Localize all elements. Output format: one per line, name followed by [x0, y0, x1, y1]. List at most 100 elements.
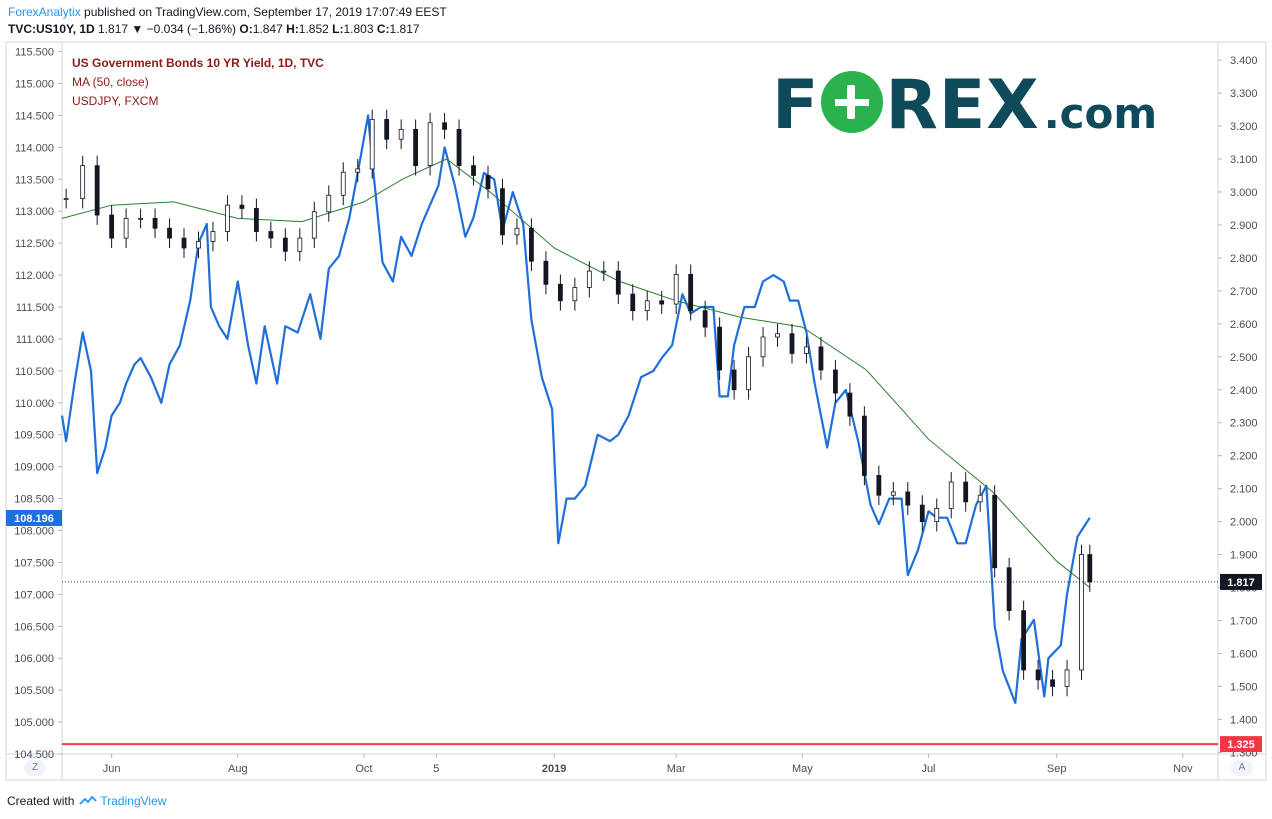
legend-usdjpy[interactable]: USDJPY, FXCM — [72, 94, 159, 108]
candle-body — [992, 494, 998, 569]
x-tick-label: Aug — [228, 763, 248, 775]
candle-body — [905, 491, 911, 506]
x-tick-label: Mar — [667, 763, 686, 775]
candle-body — [1050, 679, 1055, 687]
candle-body — [919, 504, 925, 523]
candle-body — [702, 310, 708, 328]
candle-body — [253, 208, 259, 232]
left-tick-label: 113.000 — [15, 206, 54, 218]
candle-body — [861, 415, 867, 476]
right-tick-label: 1.400 — [1230, 714, 1258, 726]
high-label: H: — [286, 22, 299, 36]
right-tick-label: 3.200 — [1230, 121, 1258, 133]
low-value: 1.803 — [343, 22, 374, 36]
auto-scale-button[interactable]: A — [1231, 760, 1253, 776]
support-price-tag-bg — [1220, 736, 1262, 753]
x-tick-label: Jun — [103, 763, 121, 775]
support-price-tag: 1.325 — [1227, 739, 1255, 751]
left-tick-label: 110.000 — [15, 398, 54, 410]
candle-body — [355, 168, 361, 173]
left-tick-label: 106.000 — [14, 653, 54, 665]
forex-logo: F REX.com — [772, 70, 1157, 150]
right-tick-label: 2.700 — [1230, 286, 1258, 298]
legend-ma[interactable]: MA (50, close) — [72, 75, 149, 89]
candle-body — [601, 270, 607, 273]
left-tick-label: 105.500 — [14, 685, 54, 697]
left-tick-label: 112.000 — [15, 270, 54, 282]
candle-body — [934, 508, 940, 523]
candle-body — [413, 128, 419, 167]
right-tick-label: 3.300 — [1230, 88, 1258, 100]
yield-price-tag-bg — [1220, 573, 1262, 590]
x-tick-label: Jul — [921, 763, 935, 775]
candle-body — [746, 356, 751, 391]
left-tick-label: 110.500 — [15, 366, 54, 378]
candle-body — [152, 217, 158, 229]
candle-body — [196, 241, 201, 249]
candle-body — [1087, 554, 1093, 583]
x-tick-label: 5 — [433, 763, 439, 775]
right-tick-label: 3.400 — [1230, 55, 1258, 67]
down-arrow-icon: ▼ — [131, 22, 144, 36]
logo-o-icon — [821, 71, 884, 133]
candle-body — [644, 300, 650, 312]
candle-body — [398, 128, 404, 140]
candle-body — [109, 214, 115, 239]
candle-body — [1079, 554, 1084, 671]
candle-body — [630, 293, 636, 312]
low-label: L: — [332, 22, 344, 36]
candle-body — [977, 494, 983, 503]
x-tick-label: Oct — [355, 763, 372, 775]
candle-body — [615, 270, 621, 295]
right-tick-label: 3.100 — [1230, 154, 1258, 166]
yield-price-tag: 1.817 — [1227, 577, 1255, 589]
candle-body — [688, 273, 694, 312]
right-tick-label: 2.000 — [1230, 517, 1258, 529]
high-value: 1.852 — [298, 22, 329, 36]
candle-body — [340, 171, 346, 196]
logo-text-rex: REX — [885, 66, 1040, 145]
candle-body — [427, 122, 433, 167]
usdjpy-line — [60, 114, 1091, 705]
left-tick-label: 109.500 — [14, 430, 54, 442]
right-tick-label: 2.300 — [1230, 418, 1258, 430]
candle-body — [890, 491, 896, 496]
candle-body — [543, 260, 549, 285]
candle-body — [167, 227, 172, 239]
candle-body — [485, 175, 491, 190]
candle-body — [673, 273, 679, 305]
left-tick-label: 114.000 — [15, 142, 54, 154]
right-tick-label: 2.900 — [1230, 220, 1258, 232]
candle-body — [659, 300, 665, 305]
publish-header: ForexAnalytix published on TradingView.c… — [8, 5, 447, 19]
candle-body — [789, 333, 795, 354]
left-tick-label: 115.500 — [15, 47, 54, 59]
candle-body — [717, 326, 723, 371]
candle-body — [1064, 669, 1070, 687]
zoom-toggle-button[interactable]: Z — [24, 760, 46, 776]
legend-yield[interactable]: US Government Bonds 10 YR Yield, 1D, TVC — [72, 56, 324, 70]
candle-body — [963, 481, 969, 503]
left-tick-label: 113.500 — [15, 174, 54, 186]
footer-brand-link[interactable]: TradingView — [100, 794, 167, 808]
right-tick-label: 2.600 — [1230, 319, 1258, 331]
right-tick-label: 2.400 — [1230, 385, 1258, 397]
footer-created: Created with — [7, 794, 75, 808]
x-tick-label: Sep — [1047, 763, 1067, 775]
x-tick-label: May — [792, 763, 813, 775]
tradingview-cloud-icon — [79, 795, 98, 805]
author-link[interactable]: ForexAnalytix — [8, 5, 81, 19]
candle-body — [804, 346, 809, 354]
left-tick-label: 105.000 — [14, 717, 54, 729]
x-tick-label: 2019 — [542, 763, 566, 775]
candle-body — [847, 392, 853, 417]
open-label: O: — [239, 22, 253, 36]
candle-body — [833, 369, 838, 394]
left-tick-label: 104.500 — [14, 749, 54, 761]
left-tick-label: 107.500 — [14, 557, 54, 569]
candle-body — [586, 270, 592, 288]
candle-body — [456, 128, 462, 167]
right-tick-label: 1.700 — [1230, 616, 1258, 628]
left-tick-label: 114.500 — [15, 110, 54, 122]
